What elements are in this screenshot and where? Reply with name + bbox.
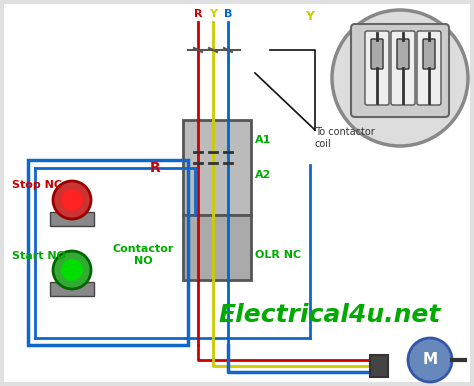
Text: Contactor
NO: Contactor NO	[112, 244, 173, 266]
Text: Y: Y	[306, 10, 315, 22]
Circle shape	[332, 10, 468, 146]
FancyBboxPatch shape	[397, 39, 409, 69]
FancyBboxPatch shape	[4, 4, 470, 382]
Text: To contactor
coil: To contactor coil	[315, 127, 375, 149]
FancyBboxPatch shape	[50, 282, 94, 296]
Circle shape	[61, 189, 83, 211]
Text: R: R	[194, 9, 202, 19]
FancyBboxPatch shape	[370, 355, 388, 377]
Circle shape	[53, 251, 91, 289]
Text: Stop NC: Stop NC	[12, 180, 62, 190]
FancyBboxPatch shape	[50, 212, 94, 226]
Circle shape	[408, 338, 452, 382]
FancyBboxPatch shape	[365, 31, 389, 105]
FancyBboxPatch shape	[423, 39, 435, 69]
FancyBboxPatch shape	[391, 31, 415, 105]
Text: Start NO: Start NO	[12, 251, 66, 261]
Text: OLR NC: OLR NC	[255, 250, 301, 260]
Text: B: B	[224, 9, 232, 19]
Text: Y: Y	[209, 9, 217, 19]
FancyBboxPatch shape	[183, 215, 251, 280]
FancyBboxPatch shape	[351, 24, 449, 117]
FancyBboxPatch shape	[417, 31, 441, 105]
Text: R: R	[150, 161, 160, 175]
FancyBboxPatch shape	[371, 39, 383, 69]
Text: Electrical4u.net: Electrical4u.net	[219, 303, 441, 327]
FancyBboxPatch shape	[183, 120, 251, 215]
Text: A2: A2	[255, 170, 272, 180]
Text: M: M	[422, 352, 438, 367]
Circle shape	[61, 259, 83, 281]
Text: A1: A1	[255, 135, 272, 145]
Circle shape	[53, 181, 91, 219]
